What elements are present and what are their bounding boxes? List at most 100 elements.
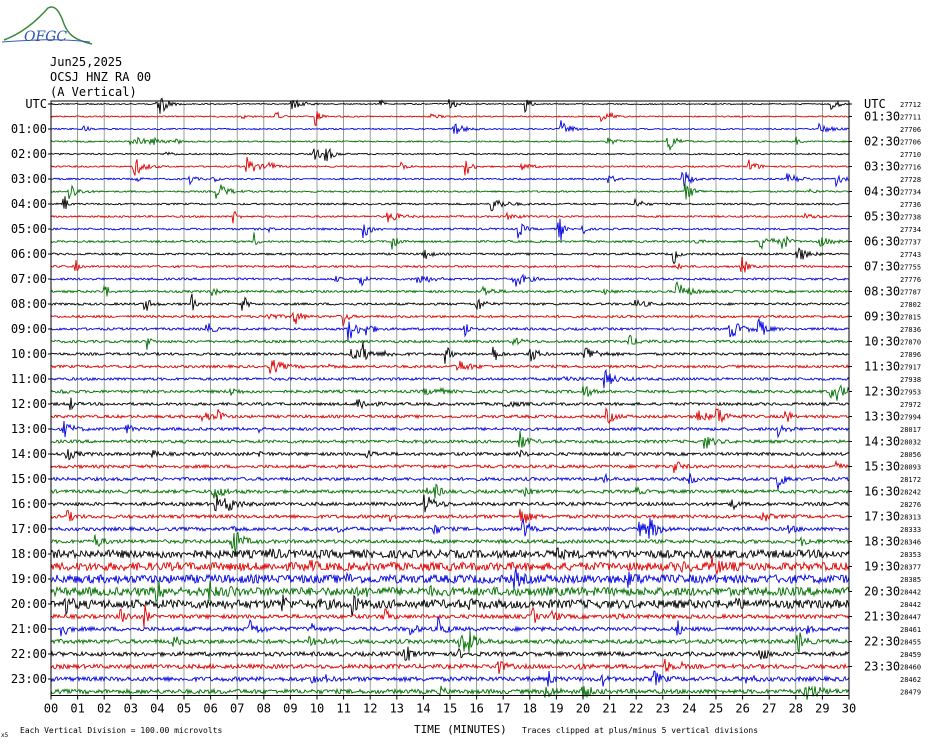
right-label: 23:30	[864, 660, 900, 674]
x-tick-label: 02	[97, 702, 111, 716]
trace-value: 27738	[900, 214, 921, 222]
right-label: 13:30	[864, 410, 900, 424]
x-tick-label: 00	[44, 702, 58, 716]
x-tick-label: 04	[150, 702, 164, 716]
right-label: UTC	[864, 97, 886, 111]
logo-swoosh	[3, 6, 93, 45]
left-label: 12:00	[11, 397, 47, 411]
x-tick-label: 28	[789, 702, 803, 716]
x-tick-label: 26	[735, 702, 749, 716]
footer-clip-note: Traces clipped at plus/minus 5 vertical …	[522, 726, 758, 735]
left-label: 23:00	[11, 672, 47, 686]
trace-17	[50, 311, 850, 328]
left-label: 01:00	[11, 122, 47, 136]
trace-28	[50, 449, 850, 461]
right-label: 11:30	[864, 360, 900, 374]
vertical-gridlines	[50, 101, 850, 696]
trace-value: 27737	[900, 239, 921, 247]
left-label: 20:00	[11, 597, 47, 611]
x-tick-label: 24	[682, 702, 696, 716]
trace-value: 28460	[900, 664, 921, 672]
trace-44	[50, 646, 850, 662]
trace-34	[50, 518, 850, 539]
x-tick-label: 10	[310, 702, 324, 716]
trace-20	[50, 341, 850, 364]
trace-40	[50, 594, 850, 617]
trace-value: 28442	[900, 589, 921, 597]
trace-value: 28017	[900, 426, 921, 434]
trace-value: 28479	[900, 689, 921, 697]
trace-value: 28333	[900, 526, 921, 534]
left-label: 13:00	[11, 422, 47, 436]
trace-36	[50, 547, 850, 561]
trace-32	[50, 494, 850, 513]
trace-10	[50, 218, 850, 241]
trace-45	[50, 658, 850, 674]
right-label: 09:30	[864, 310, 900, 324]
trace-43	[50, 630, 850, 654]
x-tick-label: 22	[629, 702, 643, 716]
right-label: 14:30	[864, 435, 900, 449]
trace-value: 27734	[900, 189, 921, 197]
trace-41	[50, 604, 850, 628]
chart-date: Jun25,2025	[50, 55, 122, 69]
trace-39	[50, 580, 850, 603]
x-axis-label: TIME (MINUTES)	[414, 723, 507, 736]
trace-23	[50, 384, 850, 401]
trace-6	[50, 171, 850, 188]
trace-value: 27994	[900, 414, 921, 422]
chart-station: OCSJ HNZ RA 00	[50, 70, 151, 84]
x-tick-label: 21	[602, 702, 616, 716]
left-label: 04:00	[11, 197, 47, 211]
x-tick-label: 19	[549, 702, 563, 716]
trace-3	[50, 136, 850, 152]
left-label: UTC	[25, 97, 47, 111]
trace-value: 27710	[900, 151, 921, 159]
x-tick-label: 14	[416, 702, 430, 716]
trace-35	[50, 531, 850, 554]
trace-1	[50, 111, 850, 127]
right-label: 05:30	[864, 210, 900, 224]
left-label: 03:00	[11, 172, 47, 186]
logo-text: OFGC	[24, 29, 67, 45]
left-label: 09:00	[11, 322, 47, 336]
trace-18	[50, 317, 850, 341]
corner-mark: x5	[1, 732, 9, 739]
left-label: 06:00	[11, 247, 47, 261]
trace-value: 27743	[900, 251, 921, 259]
right-label: 21:30	[864, 610, 900, 624]
trace-46	[50, 670, 850, 687]
left-label: 17:00	[11, 522, 47, 536]
trace-12	[50, 247, 850, 265]
trace-value: 27870	[900, 339, 921, 347]
right-label: 20:30	[864, 585, 900, 599]
left-time-labels: UTC 01:00 02:00 03:00 04:00 05:00 06:00 07:00 08…	[11, 97, 51, 686]
chart-component: (A Vertical)	[50, 85, 137, 99]
trace-value: 28032	[900, 439, 921, 447]
trace-value: 27836	[900, 326, 921, 334]
x-tick-label: 18	[523, 702, 537, 716]
trace-value: 27776	[900, 276, 921, 284]
trace-19	[50, 334, 850, 350]
trace-value: 28276	[900, 501, 921, 509]
trace-value: 27711	[900, 114, 921, 122]
trace-30	[50, 472, 850, 490]
logo: OFGC	[1, 6, 93, 45]
x-tick-label: 27	[762, 702, 776, 716]
right-label: 18:30	[864, 535, 900, 549]
trace-value: 28353	[900, 551, 921, 559]
x-tick-label: 09	[283, 702, 297, 716]
trace-value: 28242	[900, 489, 921, 497]
left-label: 22:00	[11, 647, 47, 661]
x-tick-label: 17	[496, 702, 510, 716]
left-label: 16:00	[11, 497, 47, 511]
trace-31	[50, 483, 850, 499]
trace-2	[50, 120, 850, 134]
trace-value: 27734	[900, 226, 921, 234]
trace-value: 28093	[900, 464, 921, 472]
trace-16	[50, 293, 850, 311]
x-tick-label: 11	[336, 702, 350, 716]
right-label: 02:30	[864, 135, 900, 149]
x-tick-label: 29	[815, 702, 829, 716]
